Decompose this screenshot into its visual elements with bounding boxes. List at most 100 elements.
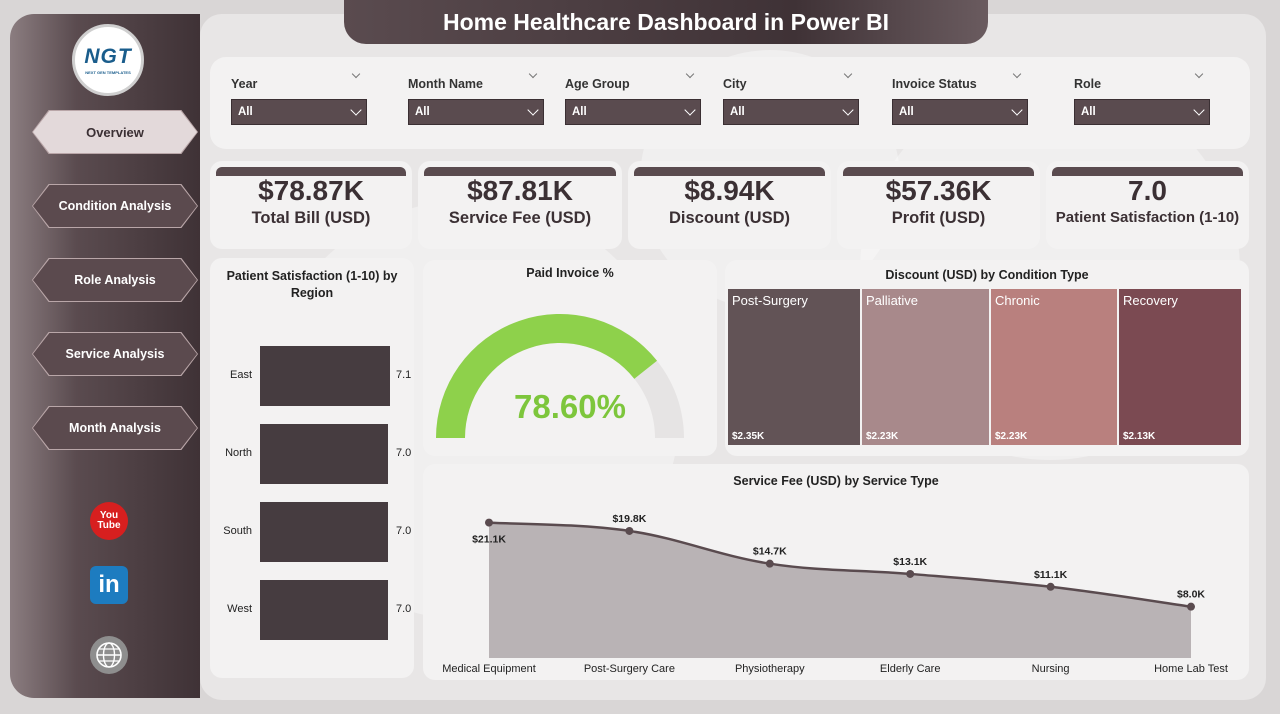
x-axis-tick-label: Medical Equipment	[442, 663, 536, 675]
chevron-down-icon	[527, 104, 539, 116]
treemap-tile-label: Post-Surgery	[732, 293, 808, 308]
chevron-down-icon	[1193, 104, 1205, 116]
slicer-dropdown[interactable]: All	[565, 99, 701, 125]
treemap-tile-value: $2.35K	[732, 431, 765, 442]
slicer-label: Role	[1074, 77, 1102, 91]
slicer-value: All	[730, 106, 745, 118]
kpi-strip	[843, 167, 1034, 176]
data-point[interactable]	[1187, 602, 1195, 611]
slicer-dropdown[interactable]: All	[892, 99, 1028, 125]
chevron-down-icon[interactable]	[351, 69, 361, 79]
kpi-strip	[1052, 167, 1243, 176]
chart-title: Paid Invoice %	[526, 266, 614, 280]
area-fill	[489, 522, 1191, 658]
bar-category-label: West	[227, 603, 252, 615]
data-point[interactable]	[625, 526, 634, 535]
linkedin-icon[interactable]: in	[90, 566, 128, 604]
bar-east[interactable]	[260, 346, 390, 406]
nav-role-analysis-button[interactable]: Role Analysis	[32, 258, 198, 302]
treemap-tile-label: Recovery	[1123, 293, 1178, 308]
data-point[interactable]	[765, 559, 774, 568]
treemap-tile-post-surgery[interactable]: Post-Surgery $2.35K	[728, 289, 860, 445]
area-line	[488, 521, 1192, 608]
slicer-city[interactable]: City All	[723, 69, 859, 125]
bar-value-label: 7.0	[396, 447, 412, 459]
x-axis-tick-label: Elderly Care	[880, 663, 941, 675]
sidebar: NGT NEXT GEN TEMPLATES Overview Conditio…	[10, 14, 200, 698]
youtube-icon[interactable]: You Tube	[90, 502, 128, 540]
kpi-value: $87.81K	[467, 175, 573, 206]
youtube-label: You Tube	[97, 510, 121, 531]
chevron-down-icon	[1011, 104, 1023, 116]
slicer-value: All	[572, 106, 587, 118]
bar-north[interactable]	[260, 424, 388, 484]
slicer-month-name[interactable]: Month Name All	[408, 69, 544, 125]
bar-west[interactable]	[260, 580, 388, 640]
slicer-dropdown[interactable]: All	[408, 99, 544, 125]
chevron-down-icon[interactable]	[528, 69, 538, 79]
kpi-label: Service Fee (USD)	[448, 209, 592, 227]
area-chart: $21.1K Medical Equipment $19.8K Post-Surger…	[442, 513, 1228, 675]
data-label: $13.1K	[893, 556, 927, 568]
logo-subtext: NEXT GEN TEMPLATES	[85, 70, 131, 75]
data-label: $14.7K	[753, 546, 787, 558]
bar-south[interactable]	[260, 502, 388, 562]
chevron-down-icon[interactable]	[843, 69, 853, 79]
slicer-dropdown[interactable]: All	[1074, 99, 1210, 125]
kpi-value: $57.36K	[885, 175, 992, 206]
x-axis-tick-label: Physiotherapy	[735, 663, 805, 675]
treemap-tile-chronic[interactable]: Chronic $2.23K	[991, 289, 1117, 445]
chart-title: Discount (USD) by Condition Type	[885, 268, 1089, 282]
kpi-discount: $8.94K Discount (USD)	[628, 161, 831, 249]
data-point[interactable]	[1046, 582, 1055, 591]
chevron-down-icon[interactable]	[1012, 69, 1022, 79]
globe-www-icon[interactable]	[90, 636, 128, 674]
logo-text: NGT	[84, 45, 132, 68]
nav-overview-button[interactable]: Overview	[32, 110, 198, 154]
kpi-label: Patient Satisfaction (1-10)	[1055, 209, 1240, 226]
slicer-invoice-status[interactable]: Invoice Status All	[892, 69, 1028, 125]
chevron-down-icon	[350, 104, 362, 116]
nav-month-analysis-button[interactable]: Month Analysis	[32, 406, 198, 450]
slicer-age-group[interactable]: Age Group All	[565, 69, 701, 125]
kpi-value: 7.0	[1128, 175, 1167, 206]
slicer-label: Year	[231, 77, 258, 91]
paid-invoice-gauge-card: Paid Invoice % 78.60%	[423, 260, 717, 456]
kpi-strip	[634, 167, 825, 176]
chevron-down-icon[interactable]	[685, 69, 695, 79]
bar-category-label: North	[225, 447, 252, 459]
slicer-dropdown[interactable]: All	[231, 99, 367, 125]
slicer-value: All	[1081, 106, 1096, 118]
gauge-value: 78.60%	[514, 388, 626, 425]
chevron-down-icon[interactable]	[1194, 69, 1204, 79]
data-point[interactable]	[906, 569, 915, 578]
nav-label: Condition Analysis	[58, 199, 172, 213]
data-label: $21.1K	[472, 534, 506, 546]
treemap-tile-palliative[interactable]: Palliative $2.23K	[862, 289, 989, 445]
treemap-tile-recovery[interactable]: Recovery $2.13K	[1119, 289, 1241, 445]
discount-by-condition-treemap: Discount (USD) by Condition Type Post-Su…	[725, 260, 1249, 456]
kpi-label: Profit (USD)	[891, 209, 986, 227]
kpi-label: Discount (USD)	[669, 209, 790, 227]
treemap-tile-value: $2.13K	[1123, 431, 1156, 442]
nav-label: Role Analysis	[74, 273, 156, 287]
slicer-value: All	[899, 106, 914, 118]
x-axis-tick-label: Post-Surgery Care	[584, 663, 675, 675]
x-axis-tick-label: Nursing	[1032, 663, 1070, 675]
nav-label: Month Analysis	[69, 421, 161, 435]
slicer-label: Invoice Status	[892, 77, 977, 91]
slicer-value: All	[415, 106, 430, 118]
data-point[interactable]	[485, 518, 493, 527]
nav-service-analysis-button[interactable]: Service Analysis	[32, 332, 198, 376]
gauge-fill[interactable]	[436, 314, 658, 438]
slicer-year[interactable]: Year All	[231, 69, 367, 125]
treemap-tile-value: $2.23K	[866, 431, 899, 442]
kpi-value: $8.94K	[684, 175, 775, 206]
page-title: Home Healthcare Dashboard in Power BI	[344, 0, 988, 44]
kpi-profit: $57.36K Profit (USD)	[837, 161, 1040, 249]
slicer-dropdown[interactable]: All	[723, 99, 859, 125]
slicer-role[interactable]: Role All	[1074, 69, 1210, 125]
nav-condition-analysis-button[interactable]: Condition Analysis	[32, 184, 198, 228]
filter-panel: Year All Month Name All Age Group All Ci…	[210, 57, 1250, 149]
bar-category-label: East	[229, 369, 252, 381]
